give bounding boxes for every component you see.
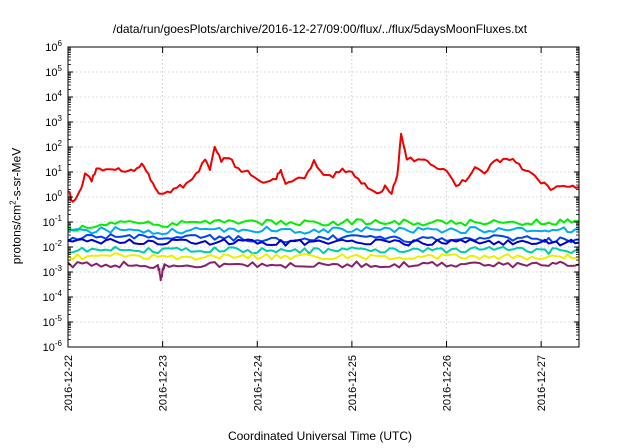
y-tick-label: 104	[45, 89, 62, 104]
x-tick-label: 2016-12-24	[252, 355, 264, 411]
axes: 10-6 10-5 10-4 10-3 10-2 10-1 100 101 102 103 104 1…	[43, 39, 579, 411]
series-line	[67, 252, 580, 261]
x-tick-label: 2016-12-23	[158, 355, 170, 411]
x-tick-label: 2016-12-22	[63, 355, 75, 411]
y-tick-label: 103	[45, 114, 62, 129]
y-tick-label: 100	[45, 189, 62, 204]
y-tick-label: 10-4	[43, 289, 63, 304]
y-tick-label: 102	[45, 139, 62, 154]
x-tick-label: 2016-12-27	[536, 355, 548, 411]
series-line	[67, 132, 580, 203]
series-group	[67, 132, 580, 282]
y-tick-label: 10-2	[43, 239, 63, 254]
grid	[68, 47, 579, 347]
series-line	[67, 233, 580, 244]
y-tick-label: 10-1	[43, 214, 63, 229]
y-tick-label: 105	[45, 64, 62, 79]
series-line	[67, 260, 580, 282]
series-line	[67, 225, 580, 236]
series-line	[67, 245, 580, 255]
y-tick-label: 101	[45, 164, 62, 179]
y-tick-label: 106	[45, 39, 62, 54]
y-tick-label: 10-5	[43, 314, 63, 329]
y-tick-label: 10-6	[43, 339, 63, 354]
series-line	[67, 238, 580, 247]
series-line	[67, 218, 580, 232]
y-tick-label: 10-3	[43, 264, 63, 279]
x-tick-label: 2016-12-26	[442, 355, 454, 411]
chart-title: /data/run/goesPlots/archive/2016-12-27/0…	[112, 22, 528, 36]
x-tick-label: 2016-12-25	[347, 355, 359, 411]
x-axis-label: Coordinated Universal Time (UTC)	[227, 429, 413, 443]
